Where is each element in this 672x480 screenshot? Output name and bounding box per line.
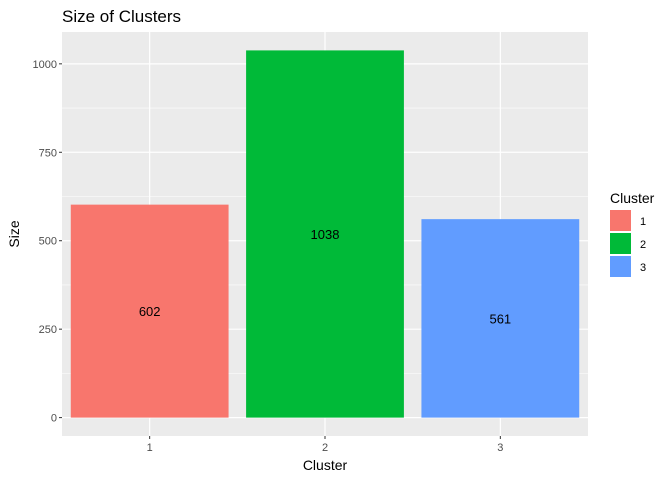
legend-title: Cluster bbox=[610, 190, 655, 206]
bar-cluster-3 bbox=[421, 219, 580, 418]
x-axis-title: Cluster bbox=[303, 457, 348, 473]
y-axis-title: Size bbox=[6, 220, 22, 247]
chart-title: Size of Clusters bbox=[62, 7, 181, 26]
legend-key-1 bbox=[610, 210, 631, 231]
legend-items: 1 2 3 bbox=[610, 210, 646, 277]
bar-data-label: 561 bbox=[489, 311, 511, 326]
bar-data-label: 1038 bbox=[311, 227, 340, 242]
y-tick-label: 500 bbox=[39, 236, 57, 248]
x-tick-label: 2 bbox=[322, 442, 328, 454]
y-axis-ticks: 0 250 500 750 1000 bbox=[33, 59, 62, 425]
x-tick-label: 1 bbox=[147, 442, 153, 454]
bar-data-labels: 602 1038 561 bbox=[139, 227, 511, 326]
legend: Cluster 1 2 3 bbox=[610, 190, 655, 277]
legend-key-3 bbox=[610, 256, 631, 277]
x-axis-ticks: 1 2 3 bbox=[147, 436, 503, 454]
legend-key-2 bbox=[610, 233, 631, 254]
bars bbox=[70, 50, 580, 418]
legend-label: 2 bbox=[640, 239, 646, 251]
x-tick-label: 3 bbox=[497, 442, 503, 454]
y-tick-label: 250 bbox=[39, 324, 57, 336]
y-tick-label: 0 bbox=[51, 413, 57, 425]
y-tick-label: 1000 bbox=[33, 59, 57, 71]
y-tick-label: 750 bbox=[39, 147, 57, 159]
bar-cluster-2 bbox=[246, 50, 404, 418]
legend-label: 1 bbox=[640, 216, 646, 228]
bar-data-label: 602 bbox=[139, 304, 161, 319]
bar-cluster-1 bbox=[70, 204, 229, 418]
legend-label: 3 bbox=[640, 262, 646, 274]
